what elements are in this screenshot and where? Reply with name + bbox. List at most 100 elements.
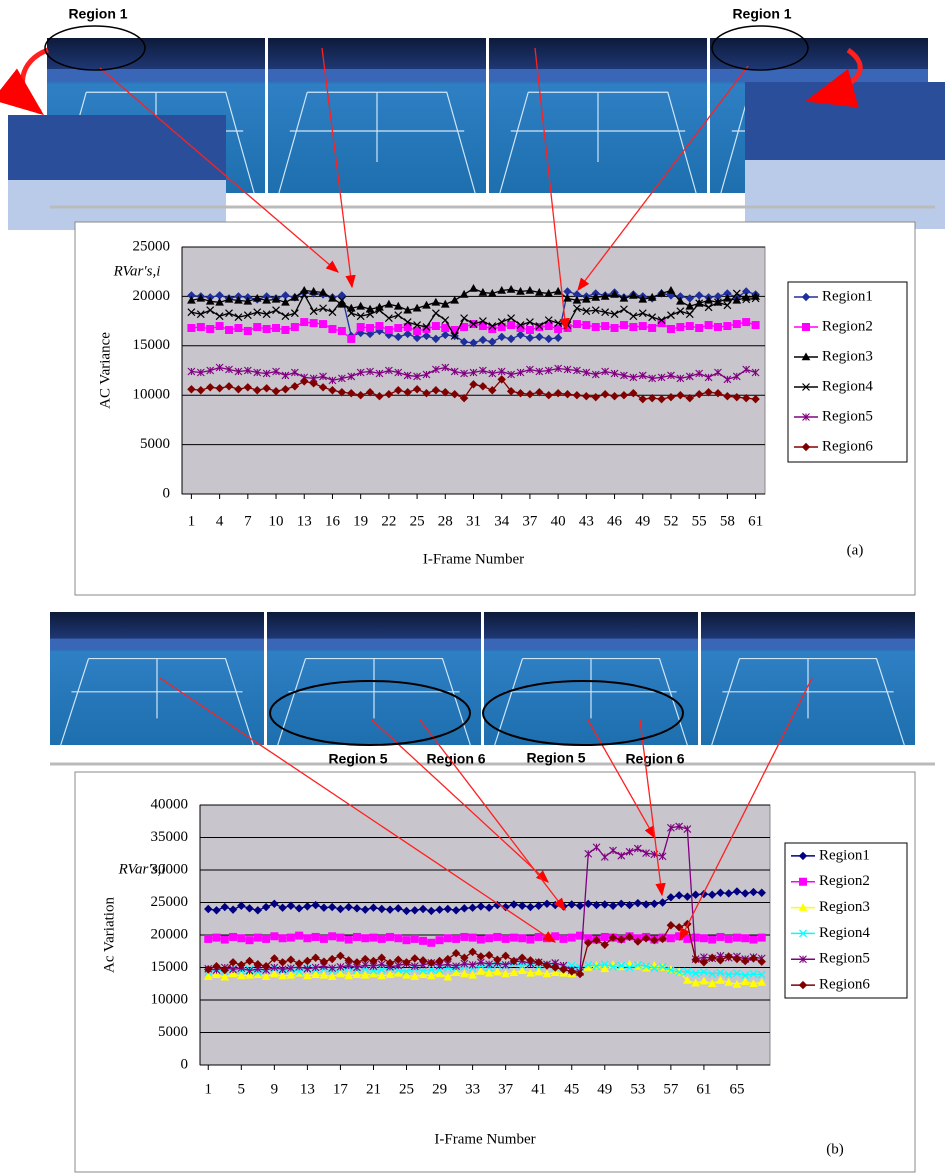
point (414, 327, 421, 334)
point (353, 933, 360, 940)
point (385, 326, 392, 333)
point (263, 326, 270, 333)
point (508, 322, 515, 329)
point (378, 935, 385, 942)
point (213, 934, 220, 941)
point (743, 319, 750, 326)
y-tick-label: 40000 (151, 796, 189, 812)
point (714, 324, 721, 331)
y-tick-label: 20000 (133, 288, 171, 304)
point (279, 935, 286, 942)
point (395, 935, 402, 942)
x-tick-label: 65 (729, 1081, 744, 1097)
x-tick-label: 22 (381, 513, 396, 529)
point (287, 934, 294, 941)
point (432, 323, 439, 330)
x-tick-label: 40 (551, 513, 566, 529)
point (235, 325, 242, 332)
point (254, 934, 261, 941)
x-tick-label: 10 (269, 513, 284, 529)
point (486, 935, 493, 942)
x-tick-label: 61 (748, 513, 763, 529)
point (312, 933, 319, 940)
banner (267, 639, 481, 650)
x-tick-label: 34 (494, 513, 510, 529)
legend-label: Region1 (822, 288, 873, 304)
y-tick-label: 35000 (151, 829, 189, 845)
point (338, 327, 345, 334)
x-tick-label: 9 (271, 1081, 279, 1097)
point (611, 325, 618, 332)
point (238, 935, 245, 942)
x-tick-label: 13 (300, 1081, 315, 1097)
point (444, 935, 451, 942)
y-axis-label: AC Variance (97, 332, 113, 409)
annotation: (a) (847, 542, 864, 558)
point (329, 933, 336, 940)
banner (489, 69, 707, 81)
x-tick-label: 43 (579, 513, 594, 529)
x-tick-label: 29 (432, 1081, 447, 1097)
x-axis-label: I-Frame Number (434, 1131, 535, 1147)
x-tick-label: 37 (522, 513, 538, 529)
point (545, 323, 552, 330)
x-tick-label: 53 (630, 1081, 645, 1097)
point (519, 935, 526, 942)
point (709, 936, 716, 943)
point (510, 934, 517, 941)
point (244, 327, 251, 334)
point (620, 322, 627, 329)
point (362, 935, 369, 942)
x-tick-label: 4 (216, 513, 224, 529)
y-tick-label: 10000 (151, 991, 189, 1007)
annotation: Region 6 (426, 751, 485, 767)
inset-banner (745, 160, 945, 229)
point (329, 326, 336, 333)
annotation: Region 1 (732, 6, 791, 22)
y-tick-label: 5000 (158, 1024, 188, 1040)
point (552, 933, 559, 940)
point (502, 935, 509, 942)
y-tick-label: 0 (181, 1056, 189, 1072)
point (367, 325, 374, 332)
point (403, 937, 410, 944)
point (387, 933, 394, 940)
x-tick-label: 19 (353, 513, 368, 529)
point (282, 326, 289, 333)
point (188, 325, 195, 332)
point (428, 939, 435, 946)
point (320, 321, 327, 328)
point (700, 935, 707, 942)
point (291, 324, 298, 331)
point (453, 935, 460, 942)
point (221, 936, 228, 943)
x-tick-label: 58 (720, 513, 735, 529)
point (592, 324, 599, 331)
point (348, 335, 355, 342)
point (560, 935, 567, 942)
point (207, 326, 214, 333)
page: {"chart_data":[ {"type":"line","y_label"… (0, 0, 952, 1173)
y-tick-label: 15000 (133, 337, 171, 353)
y-symbol: RVar′s,i (118, 861, 166, 877)
x-tick-label: 33 (465, 1081, 480, 1097)
y-tick-label: 15000 (151, 959, 189, 975)
point (216, 323, 223, 330)
point (263, 935, 270, 942)
x-tick-label: 28 (438, 513, 453, 529)
banner (701, 639, 915, 650)
point (535, 933, 542, 940)
legend-label: Region3 (822, 348, 873, 364)
y-tick-label: 25000 (133, 238, 171, 254)
legend-label: Region5 (819, 951, 870, 967)
annotation: Region 5 (328, 751, 387, 767)
legend-label: Region2 (822, 318, 873, 334)
x-tick-label: 52 (663, 513, 678, 529)
legend-label: Region6 (822, 438, 873, 454)
x-tick-label: 7 (244, 513, 252, 529)
figure: 0500010000150002000025000147101316192225… (0, 0, 952, 1173)
point (750, 936, 757, 943)
legend-label: Region1 (819, 847, 870, 863)
banner (710, 69, 928, 81)
point (752, 322, 759, 329)
